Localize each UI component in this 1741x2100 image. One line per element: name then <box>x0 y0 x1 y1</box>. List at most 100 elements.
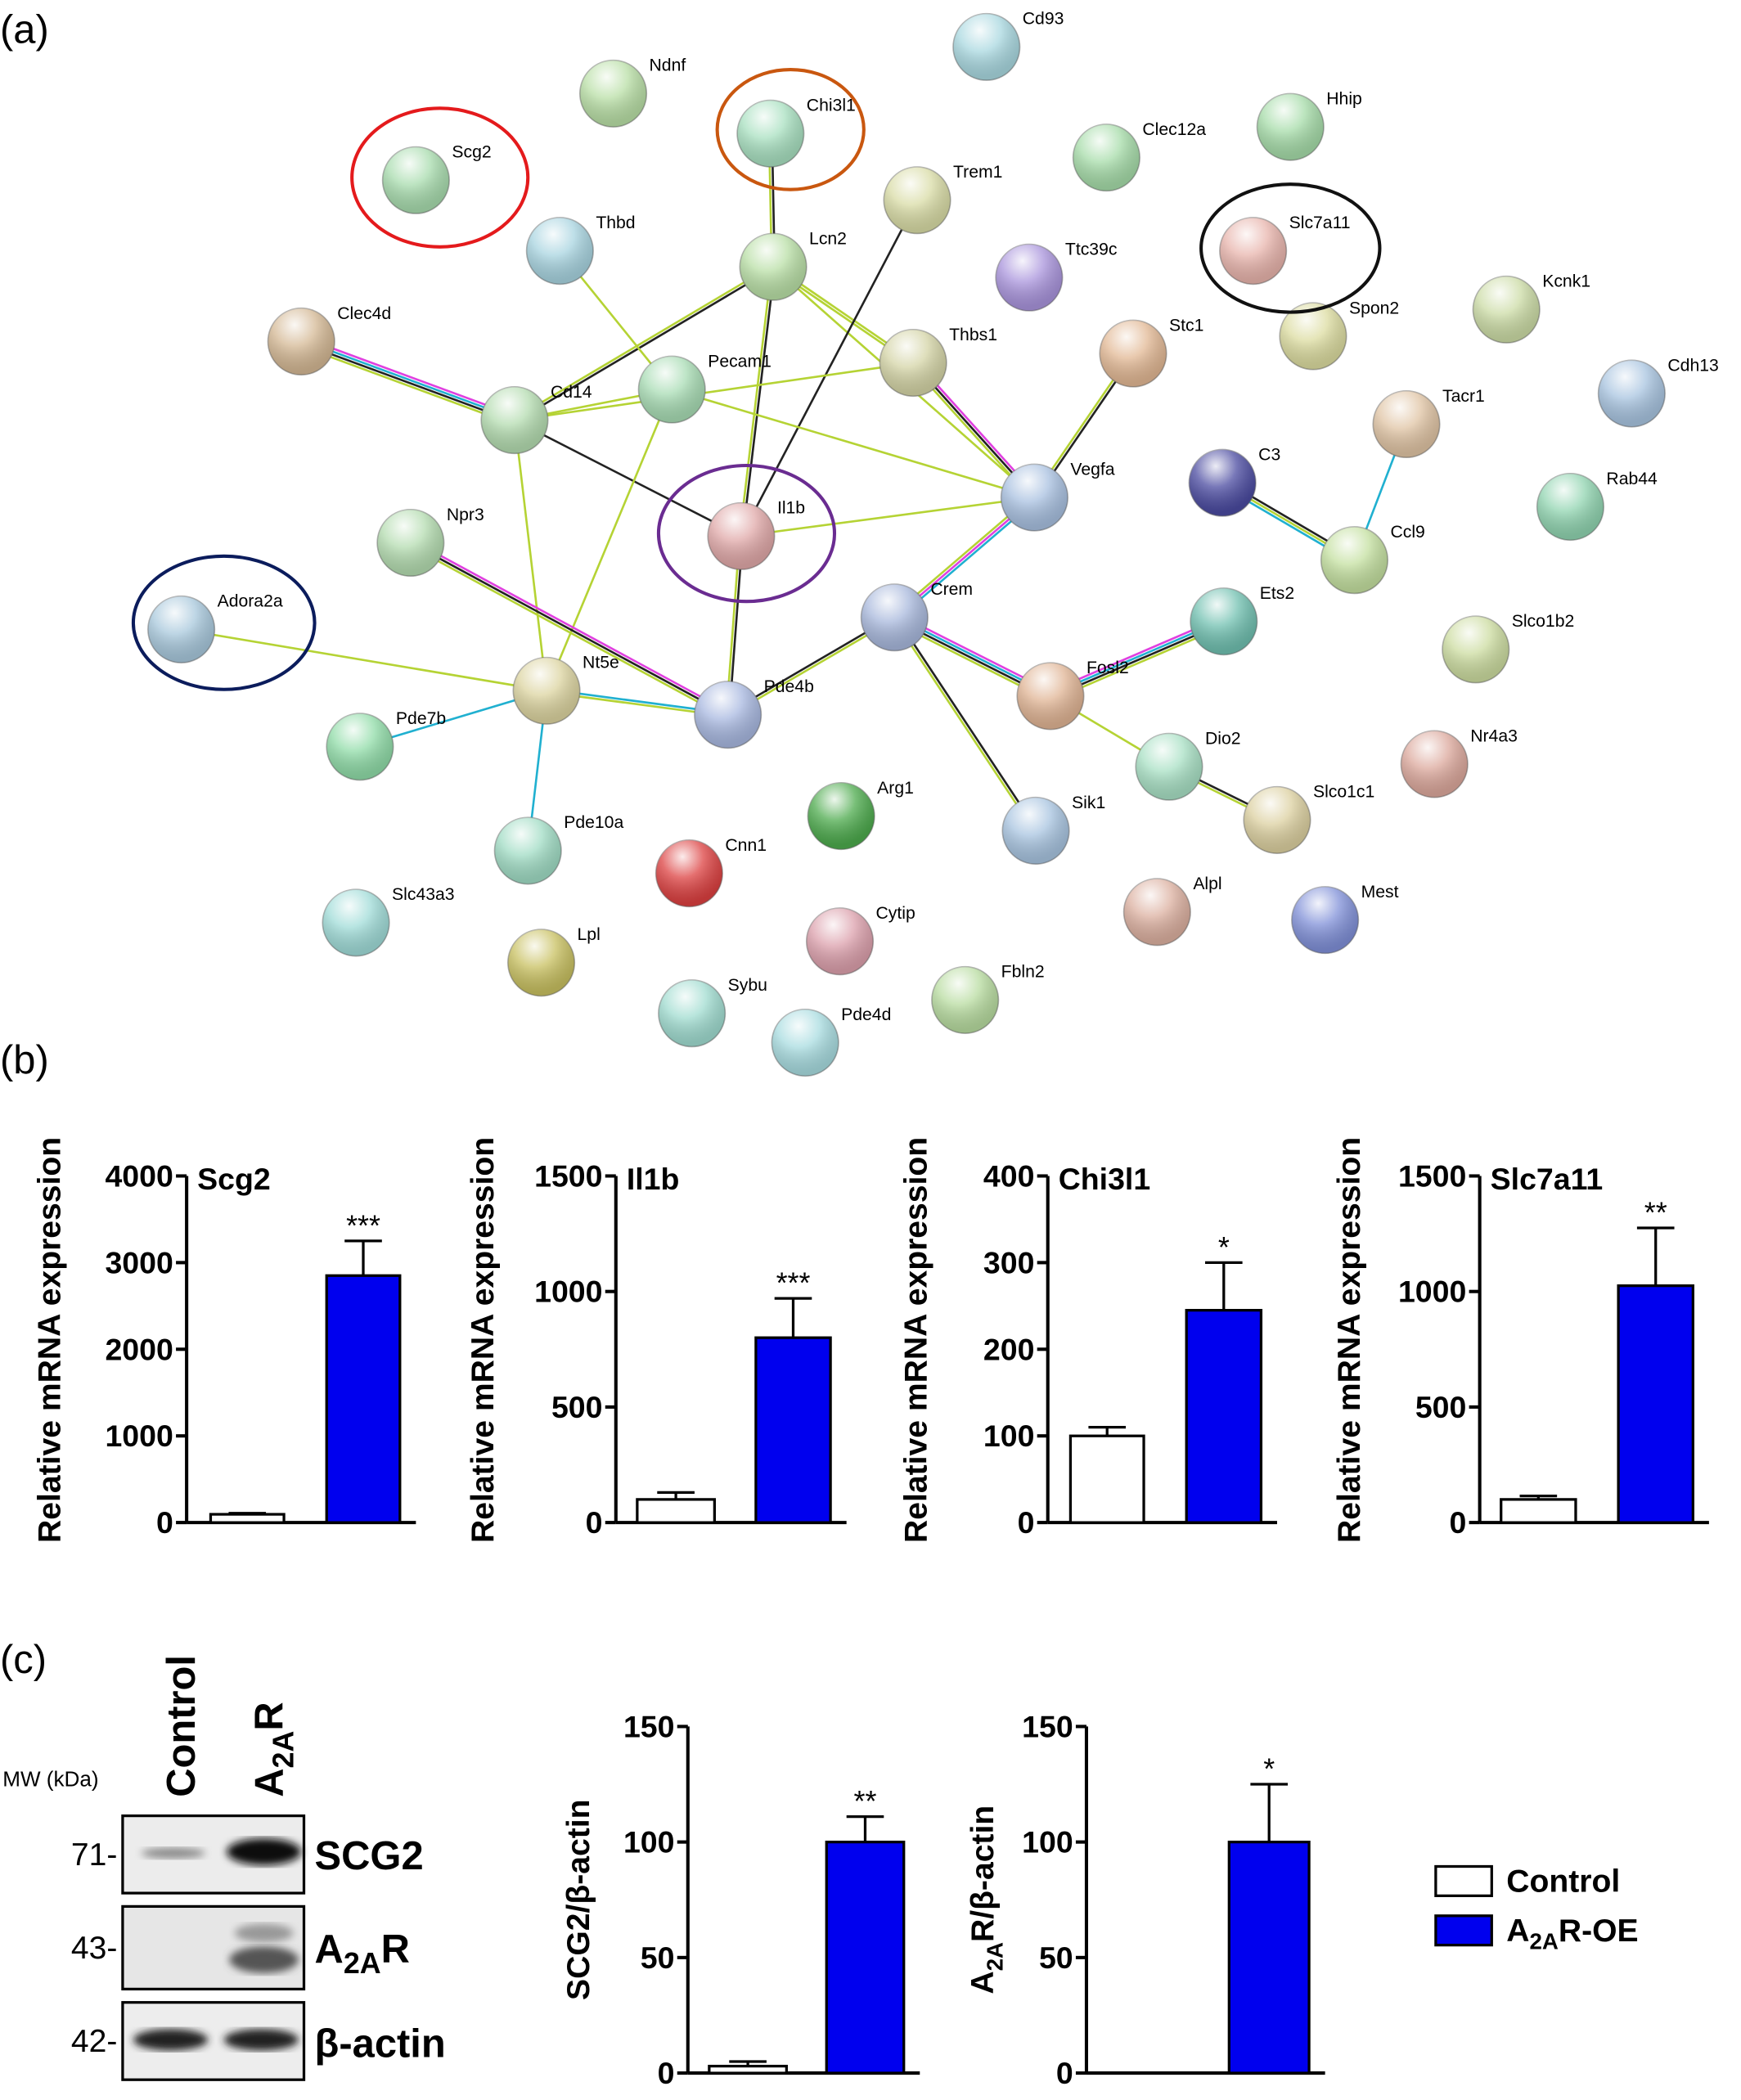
bar <box>1227 1841 1311 2075</box>
significance: * <box>1218 1231 1230 1264</box>
lane-label: Control <box>160 1655 204 1797</box>
highlight <box>1199 182 1382 314</box>
band-label: 2A <box>344 1947 381 1980</box>
node-label: Trem1 <box>953 163 1002 182</box>
node-shine <box>740 233 807 300</box>
node-shine <box>694 681 762 749</box>
node-label: Thbs1 <box>949 326 997 344</box>
node-label: Mest <box>1361 883 1399 902</box>
mw-marker: 43- <box>71 1931 118 1966</box>
legend-swatch <box>1434 1864 1493 1897</box>
node-shine <box>1017 663 1084 730</box>
node-label: Clec4d <box>337 304 391 323</box>
y-tick-label: 500 <box>551 1390 603 1424</box>
node-shine <box>1190 587 1257 655</box>
node-shine <box>879 329 947 397</box>
network-edge <box>894 616 1038 831</box>
network-edge <box>411 539 730 713</box>
node-label: Sik1 <box>1072 794 1105 812</box>
lane-label: R <box>247 1702 291 1730</box>
y-tick-label: 2000 <box>105 1332 173 1366</box>
network-edge <box>515 267 775 423</box>
node-shine <box>326 713 394 780</box>
legend-label: 2A <box>1529 1929 1558 1954</box>
node-label: Pde7b <box>396 709 446 728</box>
y-tick-label: 100 <box>623 1825 675 1859</box>
node-shine <box>1291 886 1359 954</box>
node-label: Spon2 <box>1349 299 1399 317</box>
node-label: Pecam1 <box>708 352 772 371</box>
bar <box>708 2064 788 2075</box>
node-shine <box>1219 217 1287 285</box>
network-edge <box>545 389 673 691</box>
node-label: Adora2a <box>218 592 283 611</box>
y-tick-label: 0 <box>1449 1505 1466 1540</box>
band <box>223 2029 299 2051</box>
y-tick-label: 0 <box>1018 1505 1035 1540</box>
y-tick-label: 1500 <box>534 1159 602 1194</box>
network-edge <box>514 362 914 421</box>
y-axis-label: A <box>965 1971 1001 1994</box>
node-label: Slc43a3 <box>392 885 455 904</box>
y-tick-label: 1000 <box>1398 1275 1466 1309</box>
node-shine <box>377 509 444 577</box>
network-edge <box>892 618 1036 833</box>
node-shine <box>737 100 804 168</box>
bar <box>1617 1284 1694 1524</box>
y-tick-label: 1000 <box>105 1419 173 1453</box>
node-shine <box>1536 473 1604 541</box>
band-label: SCG2 <box>315 1834 424 1878</box>
bar <box>754 1336 832 1524</box>
node-shine <box>1320 526 1388 594</box>
node-shine <box>513 657 580 725</box>
node-shine <box>1136 733 1203 800</box>
panel-label: (b) <box>0 1038 49 1082</box>
y-tick-label: 1500 <box>1398 1159 1466 1194</box>
node-shine <box>579 60 647 128</box>
node-label: Thbd <box>596 214 635 232</box>
network-edge <box>738 266 773 537</box>
node-label: Tacr1 <box>1442 387 1485 406</box>
y-tick-label: 50 <box>641 1940 675 1975</box>
node-shine <box>808 782 875 850</box>
band-label: R <box>381 1927 410 1972</box>
network-edge <box>410 542 729 716</box>
node-label: Lcn2 <box>809 230 847 249</box>
y-axis-label: Relative mRNA expression <box>466 1137 501 1543</box>
node-label: Sybu <box>728 976 767 995</box>
lane-label: A <box>247 1768 291 1796</box>
node-shine <box>638 356 705 423</box>
bar <box>325 1274 402 1524</box>
node-shine <box>322 889 389 956</box>
y-tick-label: 150 <box>1022 1709 1073 1743</box>
node-label: Crem <box>930 580 973 599</box>
network-edge <box>302 336 517 417</box>
node-label: Il1b <box>777 499 805 518</box>
legend-swatch <box>1434 1914 1493 1947</box>
node-label: Npr3 <box>447 506 484 524</box>
node-label: Scg2 <box>452 143 491 162</box>
node-shine <box>1244 786 1311 854</box>
network-edge <box>514 419 742 537</box>
node-shine <box>953 13 1020 81</box>
node-shine <box>1442 616 1509 683</box>
y-tick-label: 0 <box>1056 2056 1073 2090</box>
highlight-circles <box>131 68 1382 691</box>
y-tick-label: 200 <box>983 1332 1035 1366</box>
y-axis-label: R/β-actin <box>965 1805 1001 1942</box>
band <box>133 2029 209 2051</box>
node-shine <box>884 167 951 234</box>
node-shine <box>268 308 335 375</box>
western-blot: Control A2AR MW (kDa) 71- 43- 42- SCG2 A… <box>2 1655 446 2081</box>
node-label: Nt5e <box>583 654 619 672</box>
network-edge <box>301 339 516 420</box>
legend-label: A <box>1506 1913 1529 1949</box>
node-shine <box>526 217 594 285</box>
legend-label: R-OE <box>1559 1913 1639 1949</box>
node-shine <box>1473 276 1540 344</box>
significance: *** <box>346 1209 380 1242</box>
legend-label: A2AR-OE <box>1506 1913 1638 1954</box>
mw-label: MW (kDa) <box>2 1767 98 1792</box>
